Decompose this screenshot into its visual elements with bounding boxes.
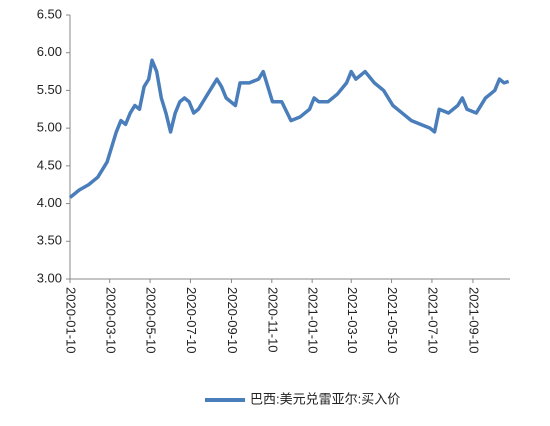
x-tick-label: 2021-01-10 xyxy=(306,287,321,354)
y-tick-label: 5.00 xyxy=(37,120,62,135)
x-tick-label: 2021-05-10 xyxy=(385,287,400,354)
y-tick-label: 3.50 xyxy=(37,233,62,248)
y-tick-label: 6.00 xyxy=(37,44,62,59)
y-tick-label: 3.00 xyxy=(37,270,62,285)
y-tick-label: 4.00 xyxy=(37,195,62,210)
series-line xyxy=(68,58,510,199)
y-tick-label: 4.50 xyxy=(37,157,62,172)
x-tick-label: 2021-09-10 xyxy=(467,287,482,354)
x-tick-label: 2020-03-10 xyxy=(103,287,118,354)
x-tick-label: 2020-09-10 xyxy=(225,287,240,354)
y-tick-label: 6.50 xyxy=(37,6,62,21)
x-tick-label: 2020-01-10 xyxy=(64,287,79,354)
legend-label: 巴西:美元兑雷亚尔:买入价 xyxy=(250,391,400,406)
x-tick-label: 2021-03-10 xyxy=(345,287,360,354)
y-tick-label: 5.50 xyxy=(37,82,62,97)
x-tick-label: 2020-07-10 xyxy=(184,287,199,354)
x-tick-label: 2020-05-10 xyxy=(144,287,159,354)
x-tick-label: 2021-07-10 xyxy=(425,287,440,354)
x-tick-label: 2020-11-10 xyxy=(265,287,280,353)
